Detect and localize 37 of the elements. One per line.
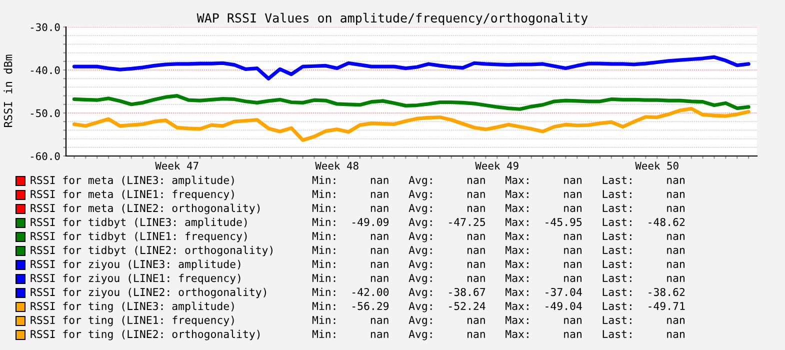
line-series: [72, 106, 750, 142]
y-tick-label: -30.0: [30, 23, 60, 32]
text: Min: nan Avg: nan Max: nan Last: nan: [312, 246, 684, 256]
line-series: [72, 94, 750, 111]
text: Min: nan Avg: nan Max: nan Last: nan: [312, 190, 684, 200]
text: Min: nan Avg: nan Max: nan Last: nan: [312, 330, 684, 340]
text: Min: nan Avg: nan Max: nan Last: nan: [312, 204, 684, 214]
text: Min: nan Avg: nan Max: nan Last: nan: [312, 260, 684, 270]
line-series: [72, 55, 750, 80]
legend-label: RSSI for ziyou (LINE2: orthogonality): [30, 288, 266, 298]
legend-label: RSSI for tidbyt (LINE3: amplitude): [30, 218, 247, 228]
legend-label: RSSI for ting (LINE2: orthogonality): [30, 330, 260, 340]
x-tick-label: Week 48: [315, 162, 358, 170]
x-tick-label: Week 47: [155, 162, 198, 170]
chart-title: WAP RSSI Values on amplitude/frequency/orthogonality: [196, 12, 588, 26]
legend-label: RSSI for meta (LINE1: frequency): [30, 190, 234, 200]
text: Min: nan Avg: nan Max: nan Last: nan: [312, 232, 684, 242]
legend-label: RSSI for ting (LINE3: amplitude): [30, 302, 234, 312]
text: Min: -56.29 Avg: -52.24 Max: -49.04 Last: -49.71: [312, 302, 685, 312]
text: Min: -42.00 Avg: -38.67 Max: -37.04 Last: -38.62: [312, 288, 685, 298]
text: Min: -49.09 Avg: -47.25 Max: -45.95 Last: -48.62: [312, 218, 685, 228]
x-tick-label: Week 50: [635, 162, 678, 170]
legend-label: RSSI for meta (LINE3: amplitude): [30, 176, 234, 186]
text: Min: nan Avg: nan Max: nan Last: nan: [312, 316, 684, 326]
x-tick-label: Week 49: [475, 162, 518, 170]
text: Min: nan Avg: nan Max: nan Last: nan: [312, 274, 684, 284]
legend-label: RSSI for ziyou (LINE3: amplitude): [30, 260, 240, 270]
legend-label: RSSI for meta (LINE2: orthogonality): [30, 204, 260, 214]
y-tick-label: -50.0: [30, 109, 60, 118]
legend-label: RSSI for tidbyt (LINE1: frequency): [30, 232, 247, 242]
legend-label: RSSI for tidbyt (LINE2: orthogonality): [30, 246, 272, 256]
y-tick-label: -40.0: [30, 66, 60, 74]
y-axis-title: RSSI in dBm: [4, 54, 12, 128]
text: Min: nan Avg: nan Max: nan Last: nan: [312, 176, 684, 186]
legend-label: RSSI for ziyou (LINE1: frequency): [30, 274, 240, 284]
legend-label: RSSI for ting (LINE1: frequency): [30, 316, 234, 326]
y-tick-label: -60.0: [30, 152, 60, 160]
